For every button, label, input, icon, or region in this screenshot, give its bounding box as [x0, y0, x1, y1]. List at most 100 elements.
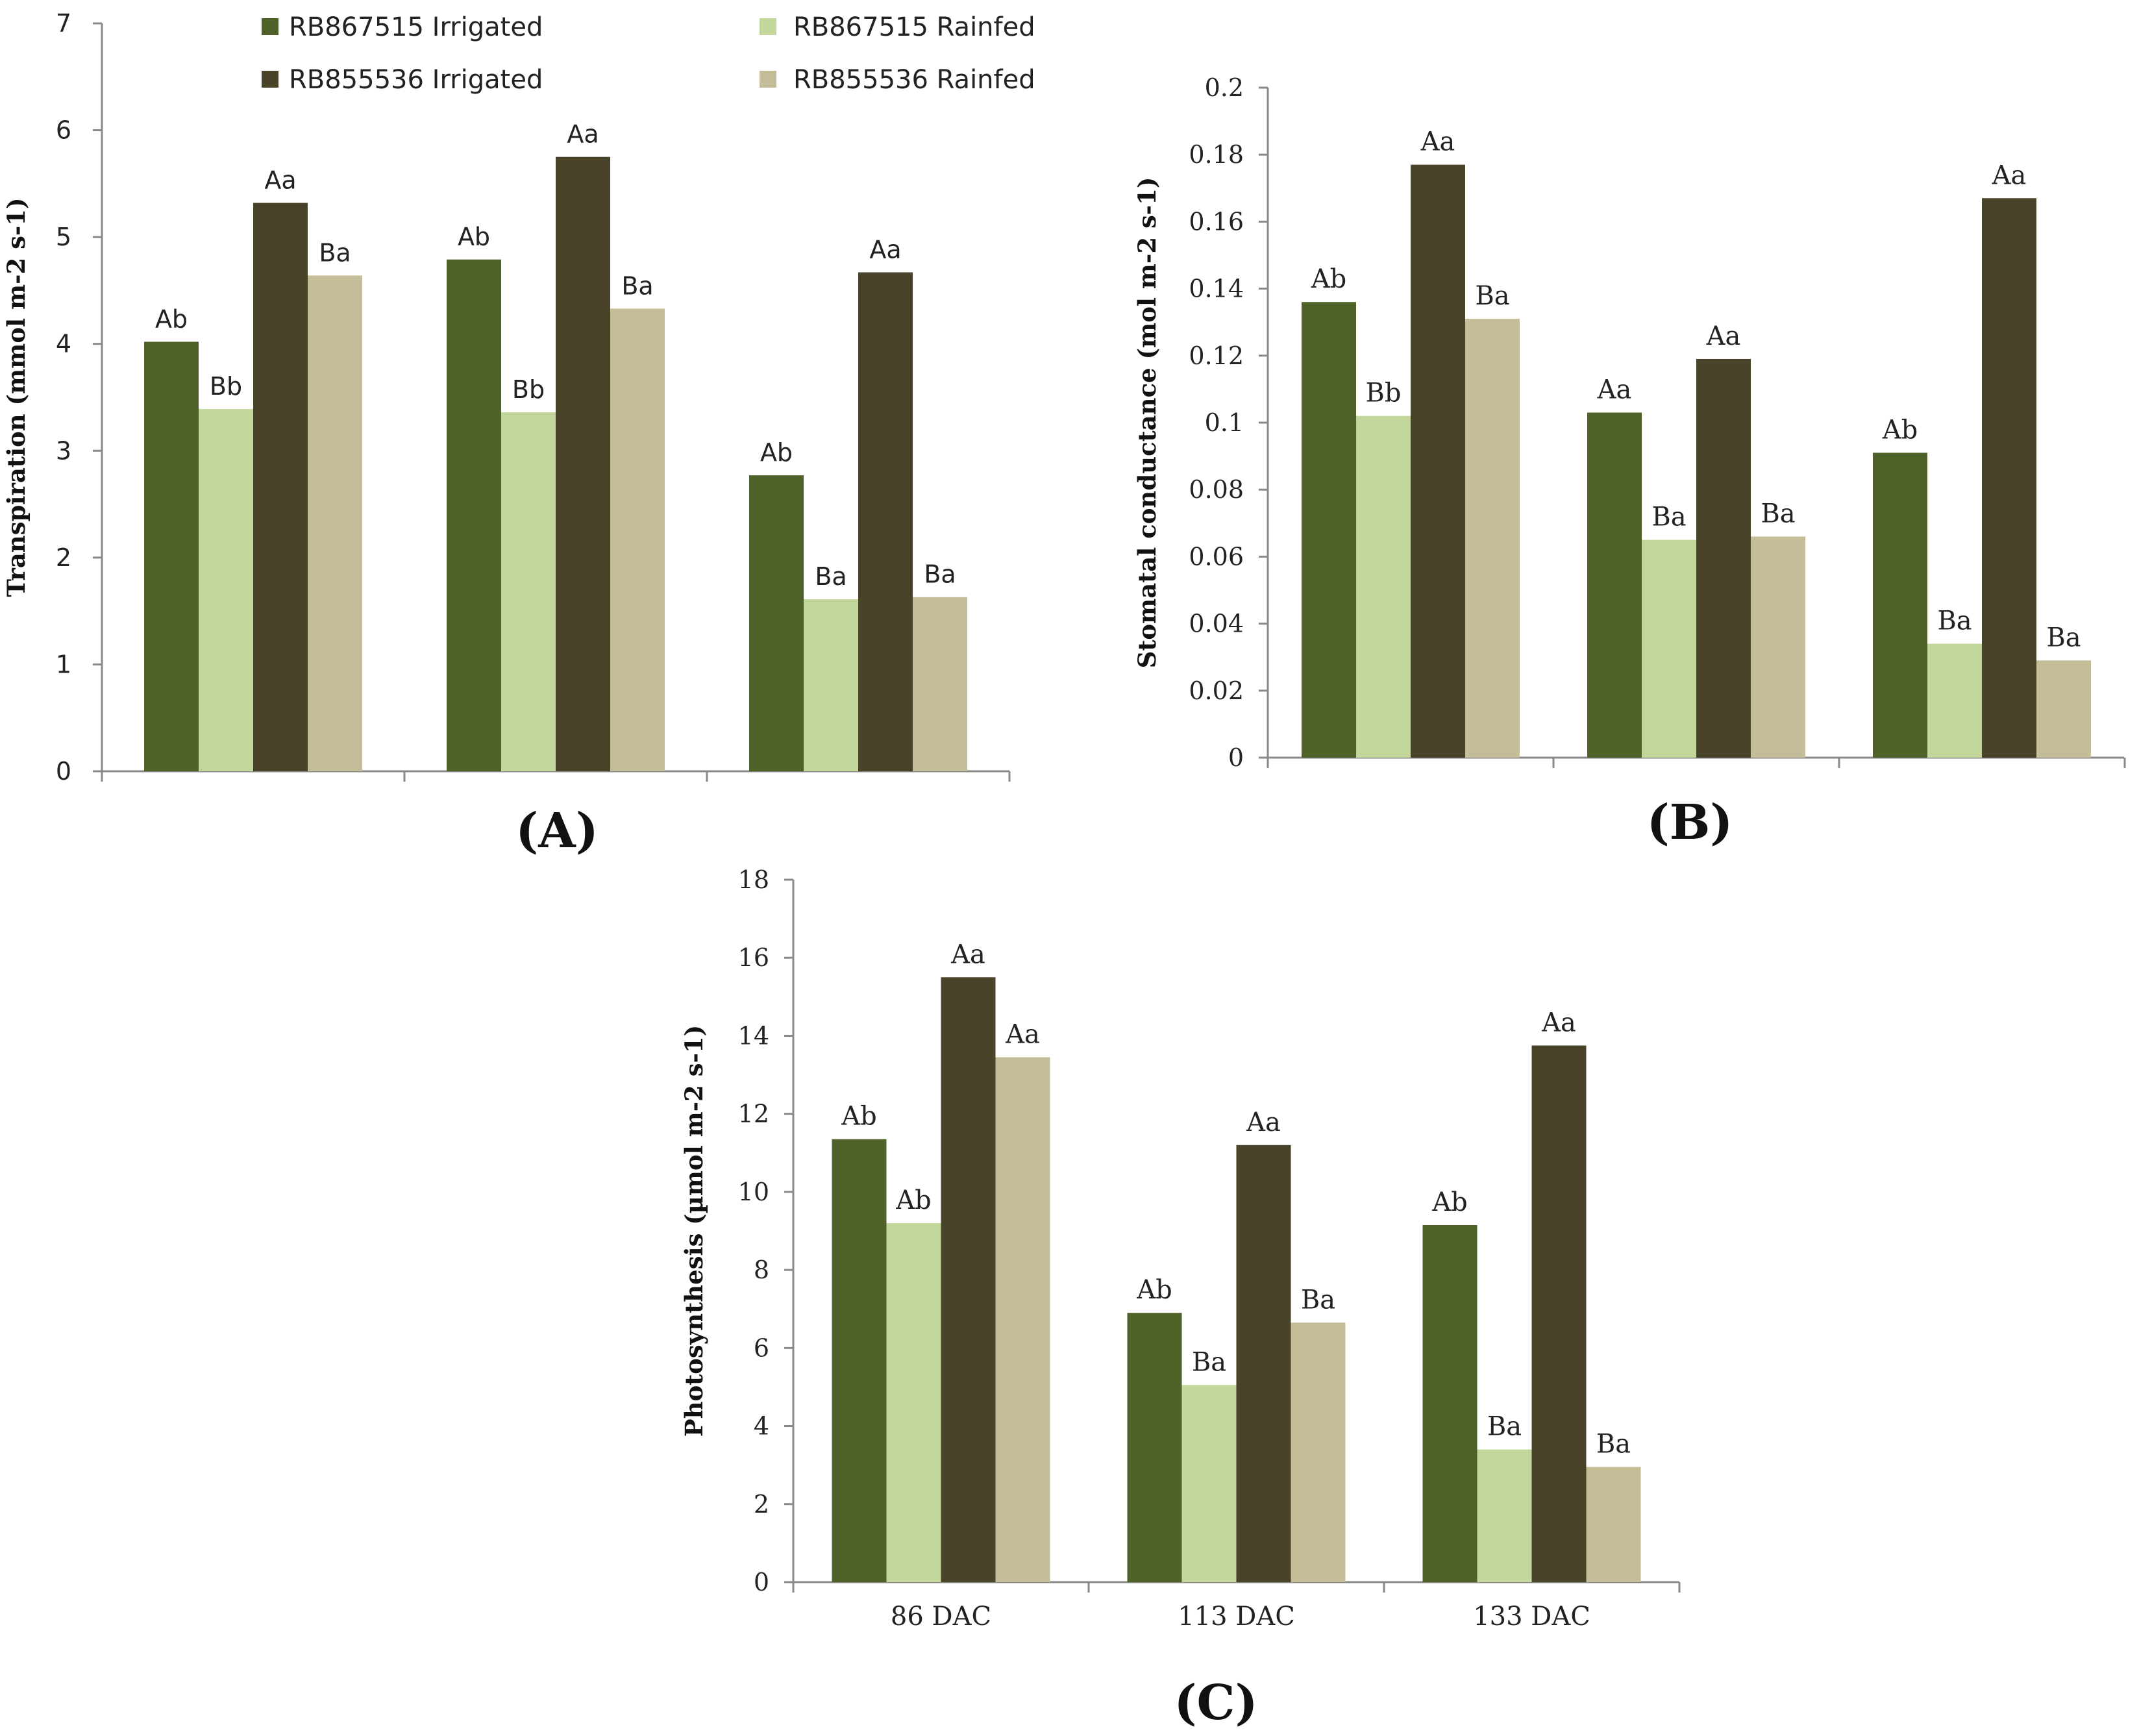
y-tick-label: 12: [738, 1100, 769, 1128]
bar-rb867515-rainfed-113-dac: [1181, 1385, 1237, 1582]
legend-swatch-rb867515-irrigated: [262, 18, 278, 35]
bar-rb855536-rainfed-86-dac: [308, 275, 362, 772]
bar-significance-label: Aa: [264, 166, 296, 194]
bar-significance-label: Ba: [1301, 1285, 1335, 1315]
panel-label: (C): [1174, 1675, 1258, 1731]
bar-significance-label: Ab: [458, 223, 490, 251]
y-tick-label: 18: [738, 865, 769, 894]
bar-rb867515-rainfed-133-dac: [804, 599, 858, 771]
bar-rb867515-irrigated-133-dac: [749, 475, 804, 771]
bar-significance-label: Ab: [1882, 415, 1918, 445]
y-tick-label: 2: [754, 1490, 769, 1519]
y-tick-label: 0: [754, 1568, 769, 1596]
legend-label-rb855536-irrigated: RB855536 Irrigated: [289, 65, 543, 95]
bar-rb855536-irrigated-133-dac: [1531, 1045, 1587, 1582]
bar-significance-label: Ab: [760, 438, 793, 467]
bar-rb855536-irrigated-133-dac: [1982, 198, 2036, 758]
legend-swatch-rb855536-rainfed: [760, 71, 776, 88]
bar-rb867515-irrigated-113-dac: [447, 259, 501, 771]
bar-rb855536-irrigated-113-dac: [556, 156, 610, 771]
bar-significance-label: Aa: [1420, 127, 1455, 157]
panel-label: (B): [1647, 795, 1733, 850]
photosynthesis-chart: 0 2 4 6 8 10 12 14 16 18 Ab Ab Aa Aa 86 DAC Ab Ba Aa Ba 113…: [680, 865, 1681, 1731]
bar-rb855536-rainfed-113-dac: [1291, 1322, 1346, 1582]
bar-rb855536-irrigated-86-dac: [1411, 164, 1465, 758]
y-tick-label: 0.1: [1205, 408, 1244, 437]
bar-significance-label: Aa: [567, 120, 599, 149]
bar-rb855536-rainfed-133-dac: [913, 597, 967, 771]
bar-significance-label: Aa: [1992, 160, 2027, 190]
x-category-label: 133 DAC: [1473, 1602, 1590, 1631]
bar-significance-label: Ab: [1136, 1275, 1172, 1305]
bar-significance-label: Ba: [1487, 1412, 1522, 1442]
y-tick-label: 0.08: [1189, 475, 1244, 504]
y-tick-label: 0.06: [1189, 542, 1244, 571]
y-tick-label: 3: [56, 436, 71, 465]
y-tick-label: 4: [56, 330, 71, 358]
y-axis-title: Stomatal conductance (mol m-2 s-1): [1133, 177, 1161, 669]
bar-rb867515-rainfed-133-dac: [1927, 643, 1982, 758]
bar-rb855536-rainfed-86-dac: [995, 1057, 1050, 1582]
y-tick-label: 0.2: [1205, 73, 1244, 102]
y-tick-label: 0.12: [1189, 341, 1244, 370]
transpiration-chart: 0 1 2 3 4 5 6 7 Ab Bb Aa Ba Ab Bb Aa Ba Ab Ba Aa Ba Transpir…: [2, 9, 1011, 859]
legend-swatch-rb855536-irrigated: [262, 71, 278, 88]
bar-significance-label: Ab: [1311, 264, 1347, 294]
bar-significance-label: Ba: [1761, 499, 1795, 528]
bar-rb867515-irrigated-133-dac: [1873, 453, 1927, 758]
y-tick-label: 0: [1228, 743, 1244, 772]
y-tick-label: 1: [56, 650, 71, 678]
bar-rb855536-rainfed-133-dac: [1586, 1467, 1641, 1582]
bar-rb855536-irrigated-113-dac: [1236, 1145, 1291, 1582]
bar-significance-label: Aa: [1005, 1020, 1040, 1050]
x-category-label: 113 DAC: [1178, 1602, 1295, 1631]
bar-significance-label: Aa: [1246, 1108, 1281, 1137]
bar-rb867515-irrigated-133-dac: [1422, 1224, 1478, 1582]
bar-rb867515-rainfed-113-dac: [501, 412, 556, 771]
bar-significance-label: Aa: [869, 235, 901, 264]
bar-significance-label: Aa: [1597, 375, 1632, 405]
bar-significance-label: Aa: [950, 939, 985, 969]
bar-significance-label: Bb: [1366, 378, 1402, 408]
y-tick-label: 16: [738, 943, 769, 972]
bar-significance-label: Ba: [924, 560, 956, 589]
x-category-label: 86 DAC: [891, 1602, 991, 1631]
bar-rb867515-rainfed-133-dac: [1477, 1449, 1532, 1582]
bar-rb867515-rainfed-86-dac: [199, 409, 253, 771]
bar-rb867515-irrigated-86-dac: [832, 1139, 887, 1582]
y-tick-label: 0: [56, 757, 71, 786]
y-tick-label: 0.14: [1189, 275, 1244, 303]
y-tick-label: 0.04: [1189, 610, 1244, 638]
y-tick-label: 2: [56, 543, 71, 572]
bar-significance-label: Ba: [1596, 1430, 1631, 1459]
bar-significance-label: Bb: [210, 372, 242, 401]
bar-rb855536-rainfed-86-dac: [1465, 319, 1520, 758]
bar-rb867515-irrigated-86-dac: [144, 341, 199, 771]
legend-label-rb867515-irrigated: RB867515 Irrigated: [289, 12, 543, 42]
bar-rb855536-rainfed-133-dac: [2036, 660, 2091, 758]
y-tick-label: 8: [754, 1256, 769, 1284]
bar-rb867515-rainfed-86-dac: [886, 1222, 941, 1582]
y-tick-label: 0.18: [1189, 140, 1244, 169]
bar-rb855536-irrigated-86-dac: [941, 977, 996, 1582]
bar-significance-label: Aa: [1706, 321, 1741, 351]
bar-significance-label: Ab: [895, 1185, 932, 1215]
bar-rb867515-irrigated-86-dac: [1302, 302, 1356, 758]
bar-significance-label: Ba: [1651, 502, 1686, 532]
bar-rb855536-irrigated-86-dac: [253, 203, 308, 772]
y-tick-label: 6: [56, 116, 71, 145]
bar-rb855536-rainfed-113-dac: [1751, 536, 1805, 758]
y-tick-label: 14: [738, 1021, 769, 1050]
stomatal-conductance-chart: 0 0.02 0.04 0.06 0.08 0.1 0.12 0.14 0.16 0.18 0.2 A…: [1133, 73, 2126, 850]
legend: RB867515 Irrigated RB867515 Rainfed RB85…: [262, 12, 1035, 95]
bar-rb855536-irrigated-133-dac: [858, 272, 913, 771]
bar-significance-label: Aa: [1541, 1008, 1576, 1037]
legend-swatch-rb867515-rainfed: [760, 18, 776, 35]
bar-significance-label: Ab: [155, 304, 188, 333]
y-tick-label: 4: [754, 1412, 769, 1441]
bar-rb867515-rainfed-86-dac: [1356, 415, 1411, 758]
bar-significance-label: Ab: [841, 1102, 877, 1132]
bar-significance-label: Ba: [1192, 1347, 1226, 1377]
bar-significance-label: Ba: [1475, 281, 1509, 311]
